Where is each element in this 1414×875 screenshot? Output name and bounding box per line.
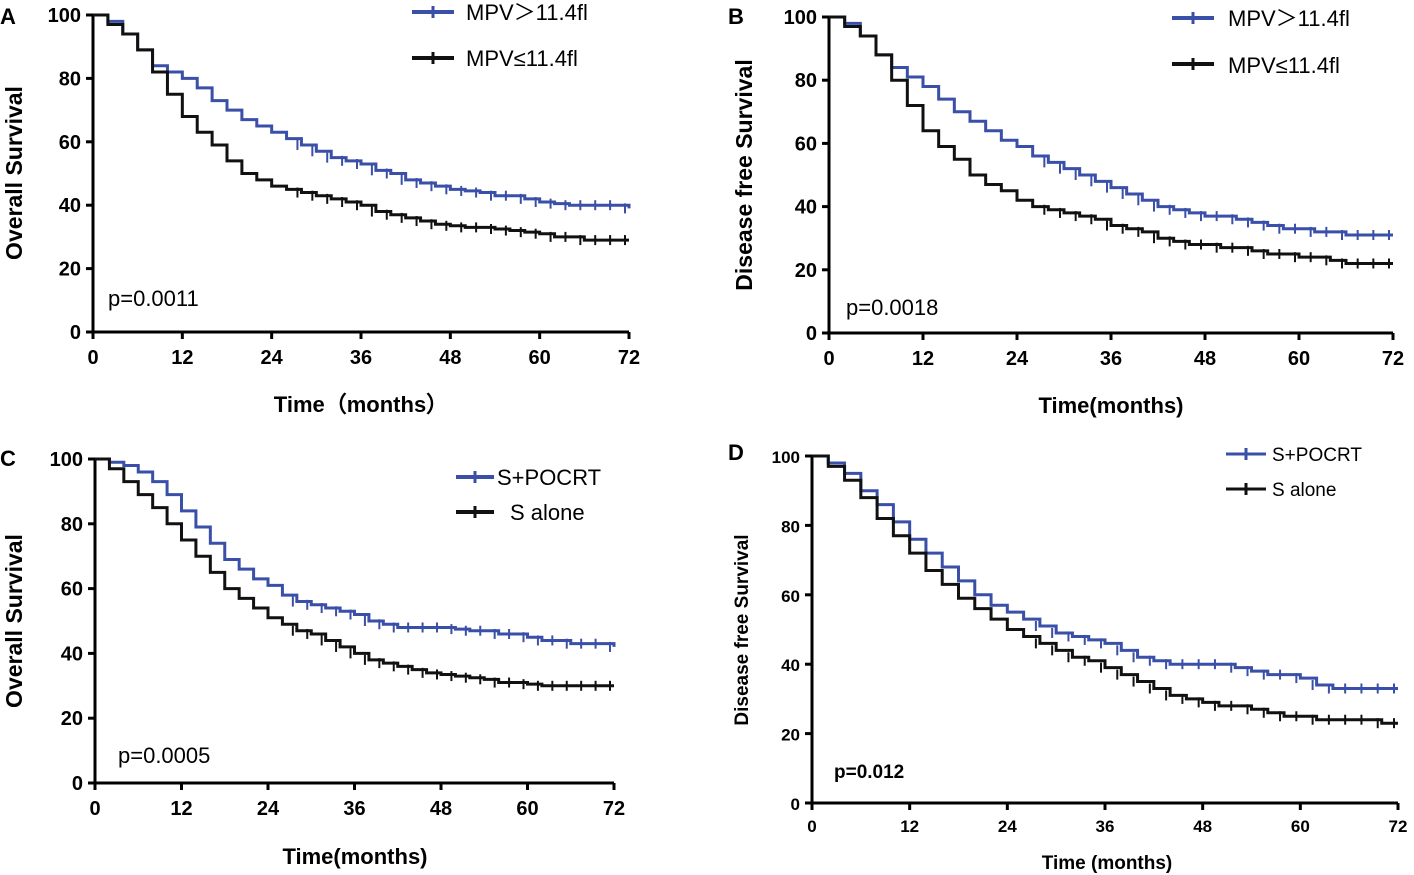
y-tick-label: 0: [70, 322, 81, 344]
panel-b: B Disease free Survival Time(months) p=0…: [728, 4, 1404, 418]
legend-label-mpv-high: MPV＞11.4fl: [466, 0, 588, 25]
panel-c: C Overall Survival Time(months) p=0.0005…: [0, 446, 625, 869]
x-tick-label: 36: [350, 347, 372, 369]
x-tick-label: 0: [823, 348, 834, 370]
x-tick-label: 12: [912, 348, 934, 370]
x-tick-label: 24: [261, 347, 284, 369]
y-axis-title: Overall Survival: [1, 86, 27, 260]
y-tick-label: 100: [48, 5, 81, 27]
y-tick-label: 60: [795, 133, 817, 155]
legend-label-mpv-low: MPV≤11.4fl: [466, 46, 578, 71]
y-tick-label: 20: [781, 726, 800, 745]
x-tick-label: 60: [529, 347, 551, 369]
x-tick-label: 24: [998, 817, 1017, 836]
x-tick-label: 36: [343, 798, 365, 820]
x-tick-label: 0: [87, 347, 98, 369]
x-tick-label: 60: [1291, 817, 1310, 836]
x-tick-label: 60: [516, 798, 538, 820]
y-tick-label: 20: [61, 708, 83, 730]
y-tick-label: 60: [59, 132, 81, 154]
y-tick-label: 80: [795, 70, 817, 92]
y-tick-label: 0: [806, 323, 817, 345]
x-tick-label: 12: [900, 817, 919, 836]
legend-label-s-alone: S alone: [1272, 480, 1336, 501]
legend: MPV＞11.4fl MPV≤11.4fl: [1172, 6, 1350, 78]
y-tick-label: 40: [59, 195, 81, 217]
y-tick-label: 20: [59, 259, 81, 281]
y-tick-label: 40: [781, 656, 800, 675]
km-curve-group-2: [812, 454, 1398, 725]
legend: S+POCRT S alone: [1226, 445, 1362, 501]
y-tick-label: 80: [781, 517, 800, 536]
x-tick-label: 48: [430, 798, 452, 820]
y-tick-label: 40: [795, 197, 817, 219]
legend-label-mpv-low: MPV≤11.4fl: [1228, 53, 1340, 78]
km-curve-group-1: [93, 13, 631, 209]
p-value: p=0.0011: [108, 286, 199, 311]
panel-a: A Overall Survival Time（months） p=0.0011…: [0, 0, 640, 417]
legend-label-mpv-high: MPV＞11.4fl: [1228, 6, 1350, 31]
x-axis-title: Time(months): [1038, 393, 1183, 418]
y-tick-label: 100: [772, 448, 800, 467]
panel-letter: A: [0, 4, 16, 29]
x-tick-label: 36: [1100, 348, 1122, 370]
panel-letter: C: [0, 446, 16, 471]
y-tick-label: 60: [781, 587, 800, 606]
x-tick-label: 24: [1006, 348, 1029, 370]
p-value: p=0.0018: [846, 295, 938, 320]
y-tick-label: 80: [61, 514, 83, 536]
x-axis-title: Time（months）: [274, 392, 448, 417]
x-tick-label: 12: [170, 798, 192, 820]
y-tick-label: 0: [72, 773, 83, 795]
km-curve-group-2: [829, 15, 1393, 265]
y-tick-label: 0: [791, 795, 800, 814]
x-tick-label: 72: [1382, 348, 1404, 370]
y-tick-label: 100: [50, 449, 83, 471]
x-tick-label: 72: [618, 347, 640, 369]
x-tick-label: 48: [439, 347, 461, 369]
panel-d: D Disease free Survival Time (months) p=…: [728, 440, 1407, 874]
x-tick-label: 48: [1193, 817, 1212, 836]
y-tick-label: 100: [784, 7, 817, 29]
legend-label-s-pocrt: S+POCRT: [1272, 445, 1362, 466]
km-curve-group-2: [93, 13, 629, 242]
x-tick-label: 36: [1096, 817, 1115, 836]
km-curve-group-1: [812, 454, 1398, 690]
x-axis-title: Time(months): [282, 844, 427, 869]
y-tick-label: 20: [795, 260, 817, 282]
y-axis-title: Overall Survival: [1, 534, 27, 708]
x-tick-label: 72: [1389, 817, 1408, 836]
x-tick-label: 0: [89, 798, 100, 820]
x-tick-label: 12: [171, 347, 193, 369]
panel-letter: B: [728, 4, 744, 29]
km-curve-group-1: [829, 15, 1393, 237]
panel-letter: D: [728, 440, 744, 465]
p-value: p=0.0005: [118, 743, 210, 768]
x-tick-label: 72: [603, 798, 625, 820]
x-tick-label: 60: [1288, 348, 1310, 370]
x-tick-label: 48: [1194, 348, 1216, 370]
y-axis-title: Disease free Survival: [731, 59, 757, 290]
km-curve-group-1: [95, 457, 616, 647]
x-tick-label: 24: [257, 798, 280, 820]
x-tick-label: 0: [807, 817, 816, 836]
legend: S+POCRT S alone: [456, 465, 601, 525]
legend-label-s-pocrt: S+POCRT: [497, 465, 601, 490]
km-curve-group-2: [95, 457, 614, 688]
y-axis-title: Disease free Survival: [732, 534, 753, 725]
x-axis-title: Time (months): [1042, 853, 1173, 874]
y-tick-label: 80: [59, 68, 81, 90]
p-value: p=0.012: [834, 762, 904, 783]
y-tick-label: 40: [61, 643, 83, 665]
legend: MPV＞11.4fl MPV≤11.4fl: [412, 0, 588, 71]
y-tick-label: 60: [61, 579, 83, 601]
legend-label-s-alone: S alone: [510, 500, 585, 525]
